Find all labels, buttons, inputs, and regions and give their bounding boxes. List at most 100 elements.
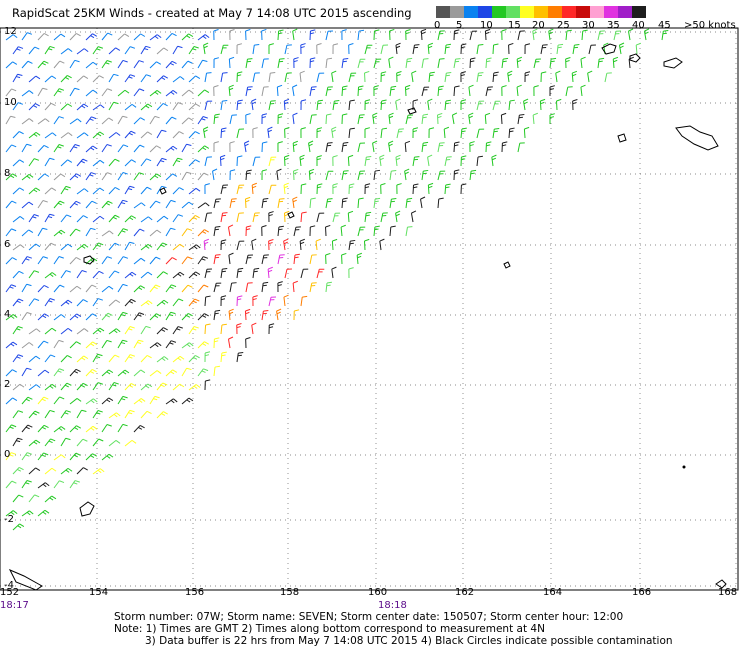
wind-barb bbox=[364, 70, 370, 83]
wind-barb bbox=[188, 326, 199, 335]
wind-barb bbox=[293, 309, 300, 321]
wind-barb bbox=[172, 131, 184, 139]
wind-barb bbox=[133, 202, 146, 209]
wind-barb bbox=[300, 295, 308, 307]
wind-barb bbox=[396, 128, 404, 139]
wind-barb bbox=[101, 117, 114, 125]
wind-barb bbox=[37, 424, 49, 433]
wind-barb bbox=[229, 198, 237, 209]
wind-barb bbox=[117, 256, 129, 265]
wind-barb bbox=[380, 183, 386, 195]
scale-color-cell bbox=[450, 6, 464, 18]
wind-barb bbox=[325, 113, 332, 125]
wind-barb bbox=[203, 42, 209, 55]
wind-barb bbox=[85, 227, 96, 237]
wind-barb bbox=[117, 228, 129, 237]
wind-barb bbox=[437, 197, 444, 209]
wind-barb bbox=[283, 294, 289, 307]
wind-barb bbox=[37, 284, 49, 293]
wind-barb bbox=[69, 425, 81, 433]
wind-barb bbox=[44, 327, 57, 335]
wind-barb bbox=[292, 28, 298, 41]
wind-barb bbox=[404, 168, 410, 181]
wind-barb bbox=[85, 313, 98, 321]
wind-barb bbox=[44, 213, 55, 223]
wind-barb bbox=[44, 272, 57, 279]
wind-barb bbox=[188, 215, 200, 223]
wind-barb bbox=[293, 168, 299, 181]
wind-barb bbox=[69, 480, 80, 489]
wind-barb bbox=[332, 100, 340, 111]
wind-barb bbox=[245, 28, 251, 41]
wind-barb bbox=[21, 143, 32, 153]
wind-barb bbox=[60, 382, 72, 391]
wind-barb bbox=[28, 410, 40, 419]
wind-barb bbox=[565, 29, 572, 41]
contamination-marker bbox=[682, 465, 686, 469]
longitude-label: 152 bbox=[0, 587, 20, 598]
wind-barb bbox=[276, 84, 283, 97]
wind-barb bbox=[76, 438, 88, 447]
map-title: RapidScat 25KM Winds - created at May 7 … bbox=[12, 6, 412, 20]
wind-barb bbox=[220, 212, 228, 223]
island-outline bbox=[79, 501, 95, 517]
wind-barb bbox=[133, 60, 144, 69]
wind-barb bbox=[292, 196, 298, 209]
wind-barb bbox=[101, 453, 114, 461]
wind-barb bbox=[60, 214, 72, 223]
wind-barb bbox=[331, 70, 337, 83]
wind-barb bbox=[53, 173, 66, 181]
wind-barb bbox=[420, 196, 426, 209]
island-outline bbox=[503, 261, 511, 269]
wind-barb bbox=[140, 45, 151, 55]
wind-barb bbox=[108, 132, 121, 139]
wind-barb bbox=[172, 326, 183, 335]
island-outline bbox=[715, 579, 727, 589]
wind-barb bbox=[76, 75, 89, 83]
wind-barb bbox=[341, 197, 348, 209]
wind-barb bbox=[156, 129, 167, 139]
wind-barb bbox=[133, 339, 144, 349]
wind-barb bbox=[492, 100, 501, 111]
scale-label: 5 bbox=[456, 20, 463, 31]
wind-barb bbox=[229, 169, 236, 181]
wind-barb bbox=[213, 337, 220, 349]
wind-barb bbox=[28, 158, 40, 167]
wind-barb bbox=[348, 267, 354, 279]
wind-barb bbox=[277, 58, 285, 69]
wind-barb bbox=[476, 100, 485, 111]
wind-barb bbox=[340, 224, 346, 237]
wind-barb bbox=[92, 187, 105, 195]
wind-barb bbox=[188, 131, 200, 139]
wind-barb bbox=[507, 70, 513, 83]
wind-barb bbox=[60, 243, 73, 251]
wind-barb bbox=[5, 510, 18, 517]
wind-barb bbox=[316, 72, 325, 83]
wind-barb bbox=[117, 339, 128, 349]
island-outlines bbox=[8, 43, 727, 591]
wind-barb bbox=[108, 214, 120, 223]
wind-barb bbox=[204, 351, 211, 363]
wind-barb bbox=[453, 141, 460, 153]
wind-barb bbox=[244, 308, 251, 321]
wind-barb bbox=[451, 112, 458, 125]
wind-barb bbox=[92, 353, 103, 363]
scale-color-cell bbox=[464, 6, 478, 18]
wind-barb bbox=[28, 270, 40, 279]
time-label: 18:17 bbox=[0, 600, 29, 611]
wind-barb bbox=[277, 254, 285, 265]
wind-barb bbox=[540, 44, 548, 55]
wind-barb bbox=[411, 70, 417, 83]
wind-barb bbox=[316, 212, 325, 223]
scale-color-cell bbox=[590, 6, 604, 18]
wind-barb bbox=[341, 113, 348, 125]
scale-color-cell bbox=[506, 6, 520, 18]
island-outline bbox=[617, 133, 627, 143]
wind-barb bbox=[28, 298, 40, 307]
wind-barb bbox=[76, 103, 89, 111]
wind-barb bbox=[85, 145, 98, 153]
wind-barb bbox=[469, 169, 477, 181]
wind-barb bbox=[300, 268, 309, 279]
wind-barb bbox=[227, 336, 234, 349]
